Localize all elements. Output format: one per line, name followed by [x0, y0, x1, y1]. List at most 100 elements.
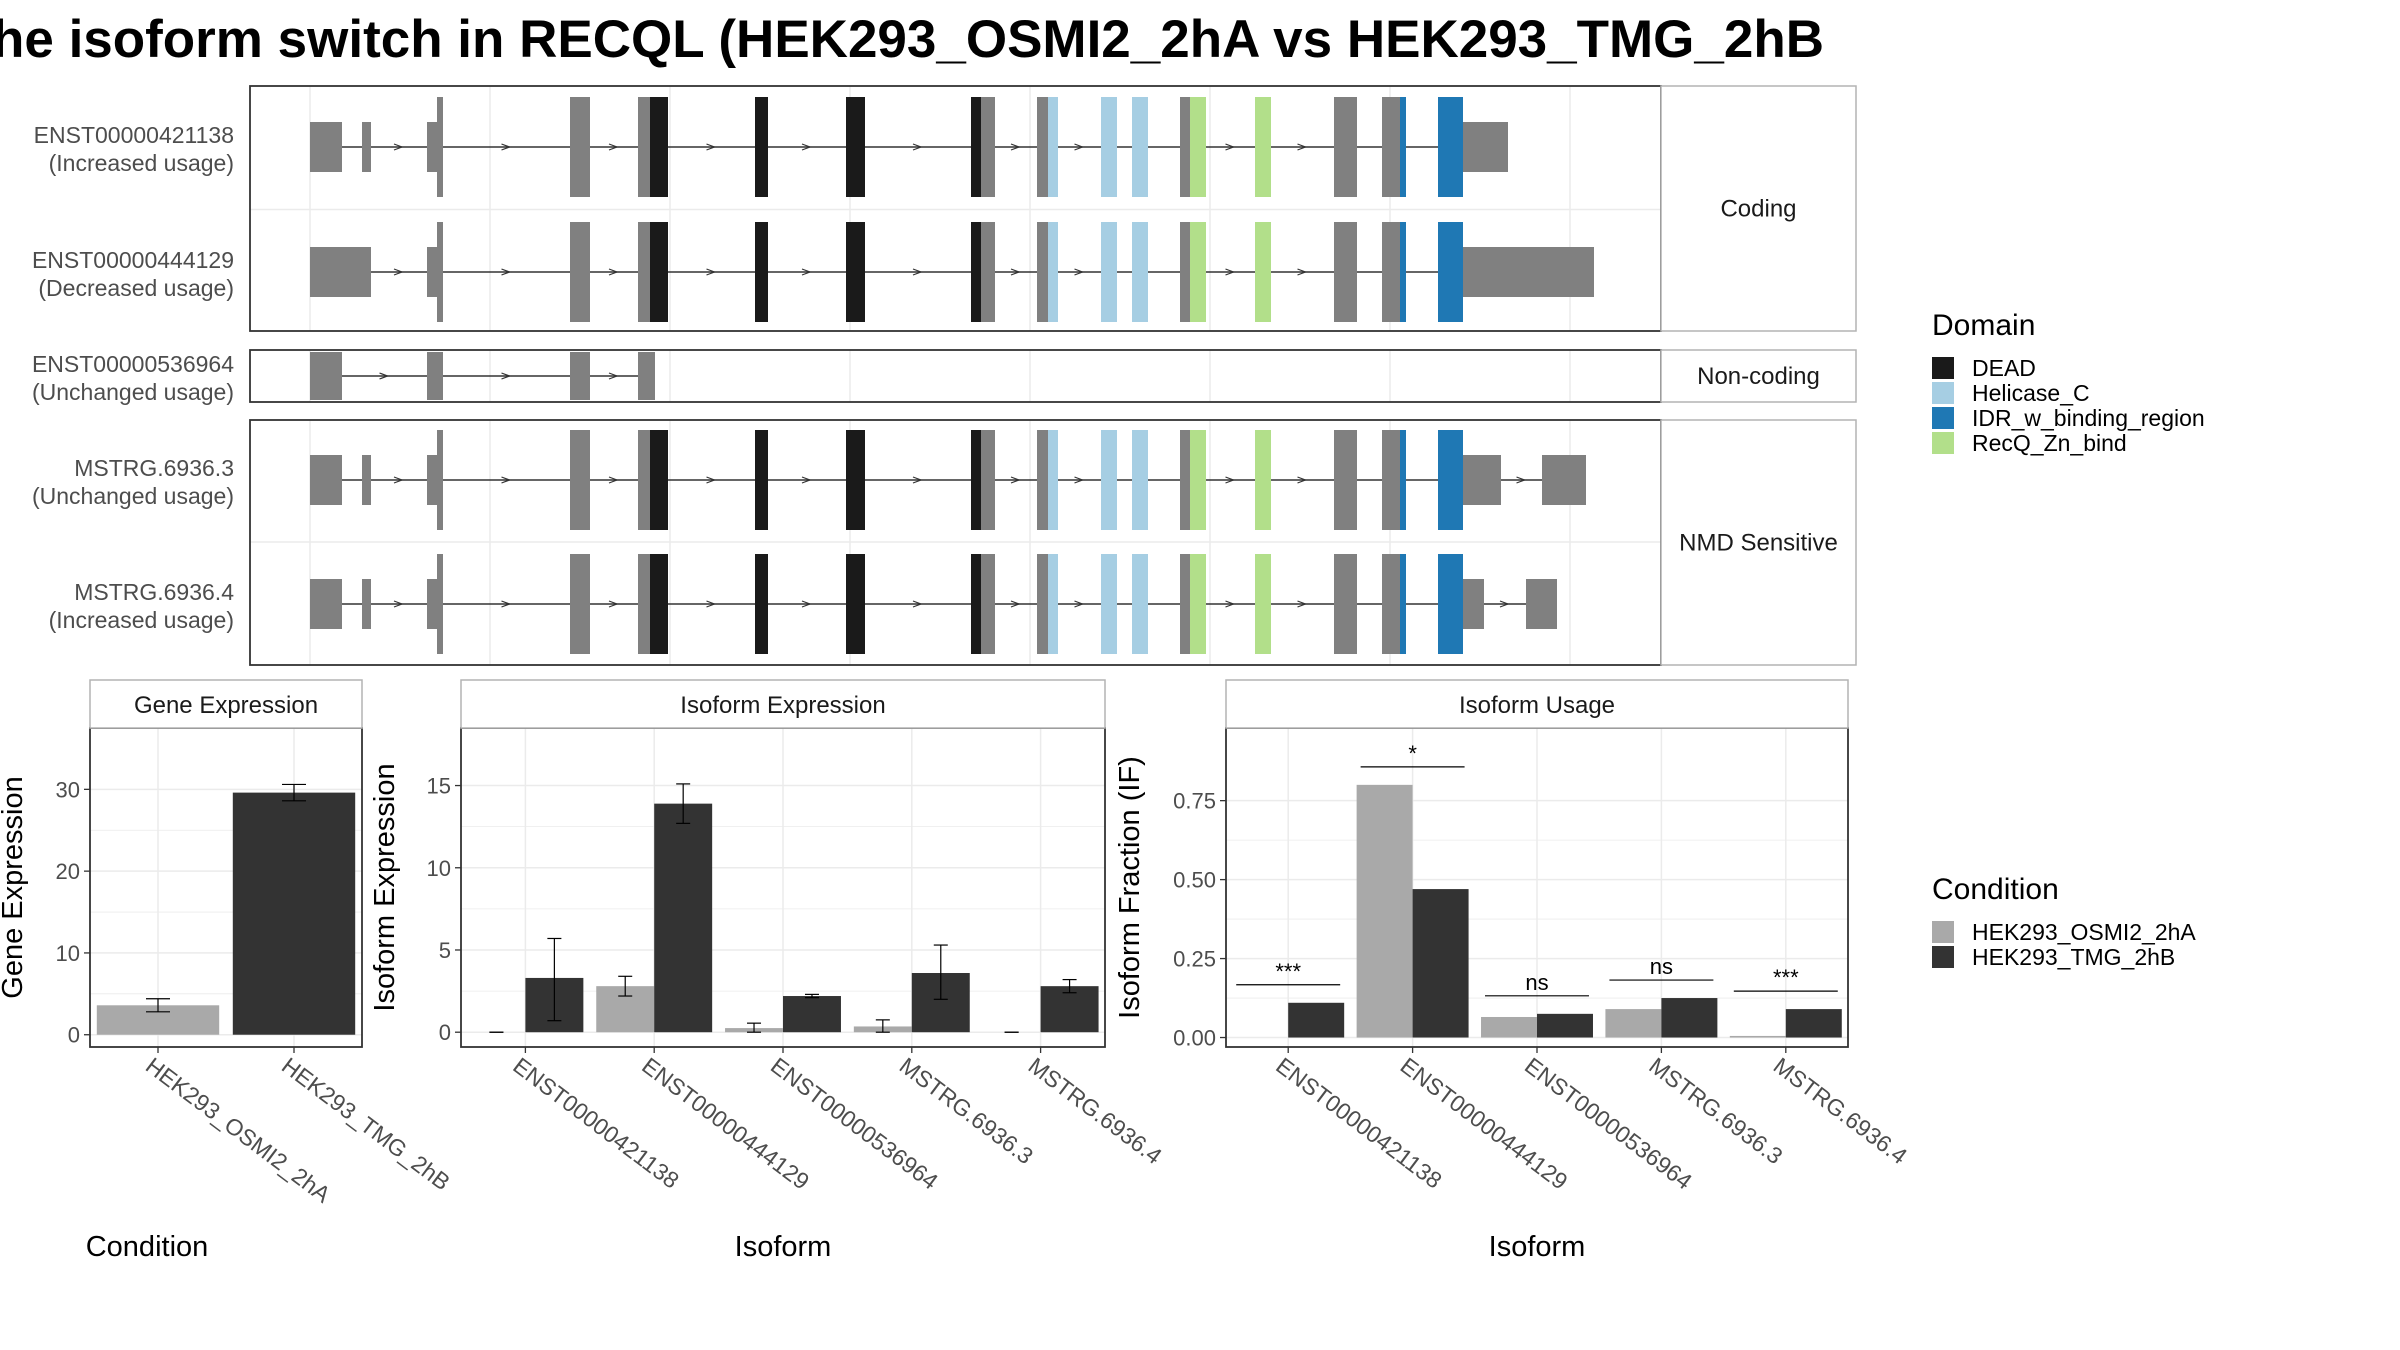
exon — [1180, 97, 1190, 197]
exon-domain-RecQ_Zn_bind — [1190, 97, 1206, 197]
exon-domain-DEAD — [846, 97, 865, 197]
direction-arrow — [801, 476, 812, 484]
transcript-usage-label: (Increased usage) — [49, 607, 234, 633]
facet-strip — [460, 679, 1106, 729]
direction-arrow — [501, 143, 512, 151]
direction-arrow — [1516, 476, 1527, 484]
y-tick-label: 20 — [56, 859, 80, 884]
direction-arrow — [608, 372, 619, 380]
exon — [1382, 430, 1400, 530]
exon — [981, 222, 995, 322]
exon — [310, 247, 371, 297]
y-tick-label: 5 — [439, 938, 451, 963]
transcript-id-label: ENST00000421138 — [34, 122, 234, 148]
facet-strip — [1660, 419, 1857, 666]
exon — [1526, 579, 1557, 629]
exon — [1542, 455, 1586, 505]
exon-domain-IDR_w_binding_region — [1438, 97, 1463, 197]
direction-arrow — [501, 268, 512, 276]
direction-arrow — [1225, 600, 1236, 608]
direction-arrow — [608, 143, 619, 151]
direction-arrow — [608, 476, 619, 484]
transcript-MSTRG.6936.4 — [310, 554, 1557, 654]
exon — [310, 122, 342, 172]
bar-chart-panels: Gene Expression0102030HEK293_OSMI2_2hAHE… — [0, 679, 1912, 1263]
exon-domain-DEAD — [971, 554, 981, 654]
panel-isoform_expression: Isoform Expression051015ENST00000421138E… — [369, 679, 1167, 1263]
exon-domain-DEAD — [650, 430, 668, 530]
legend-swatch — [1932, 946, 1954, 968]
transcript-usage-label: (Unchanged usage) — [32, 483, 234, 509]
x-axis-title: Isoform — [1489, 1231, 1586, 1263]
transcript-id-label: ENST00000444129 — [32, 247, 234, 273]
transcript-ENST00000444129 — [310, 222, 1594, 322]
exon — [1180, 222, 1190, 322]
exon-domain-DEAD — [846, 430, 865, 530]
exon — [570, 352, 590, 400]
transcript-usage-label: (Decreased usage) — [38, 275, 234, 301]
exon — [1382, 97, 1400, 197]
y-axis-title: Isoform Expression — [369, 763, 401, 1011]
facet-strip-label: Isoform Usage — [1459, 692, 1615, 719]
exon — [362, 122, 371, 172]
legend-label: Helicase_C — [1972, 380, 2090, 406]
exon — [1382, 554, 1400, 654]
direction-arrow — [1499, 600, 1510, 608]
y-tick-label: 15 — [427, 774, 451, 799]
transcript-id-label: ENST00000536964 — [32, 351, 234, 377]
transcript-ENST00000421138 — [310, 97, 1508, 197]
exon-domain-Helicase_C — [1132, 430, 1148, 530]
direction-arrow — [393, 476, 404, 484]
exon-domain-DEAD — [650, 554, 668, 654]
x-axis-title: Isoform — [735, 1231, 832, 1263]
exon — [437, 97, 443, 197]
exon-domain-Helicase_C — [1132, 97, 1148, 197]
direction-arrow — [801, 268, 812, 276]
direction-arrow — [393, 268, 404, 276]
exon — [427, 352, 443, 400]
direction-arrow — [912, 600, 923, 608]
exon — [1463, 455, 1501, 505]
exon-domain-DEAD — [846, 554, 865, 654]
legend-label: RecQ_Zn_bind — [1972, 430, 2127, 456]
exon — [1463, 247, 1594, 297]
exon-domain-DEAD — [650, 97, 668, 197]
facet-strip-label: NMD Sensitive — [1679, 530, 1838, 557]
bar — [1356, 784, 1413, 1038]
transcript-ENST00000536964 — [310, 352, 655, 400]
exon-domain-Helicase_C — [1101, 430, 1117, 530]
facet-strip — [89, 679, 363, 729]
direction-arrow — [1297, 600, 1308, 608]
x-tick-label: MSTRG.6936.4 — [1024, 1052, 1167, 1169]
exon-domain-RecQ_Zn_bind — [1190, 430, 1206, 530]
exon-domain-RecQ_Zn_bind — [1255, 554, 1271, 654]
exon — [570, 97, 590, 197]
transcript-usage-label: (Unchanged usage) — [32, 379, 234, 405]
exon — [638, 554, 650, 654]
bar — [1040, 986, 1099, 1033]
bar — [1537, 1013, 1593, 1038]
significance-label: ns — [1525, 970, 1548, 995]
exon-domain-Helicase_C — [1132, 222, 1148, 322]
y-axis-title: Isoform Fraction (IF) — [1114, 756, 1146, 1019]
facet-strip-label: Coding — [1720, 196, 1796, 223]
significance-label: *** — [1773, 965, 1799, 990]
exon-domain-DEAD — [971, 222, 981, 322]
exon — [1382, 222, 1400, 322]
figure-title: he isoform switch in RECQL (HEK293_OSMI2… — [0, 10, 1824, 69]
direction-arrow — [501, 372, 512, 380]
legend-label: IDR_w_binding_region — [1972, 405, 2205, 431]
direction-arrow — [608, 600, 619, 608]
exon — [310, 579, 342, 629]
exon — [638, 352, 655, 400]
direction-arrow — [393, 143, 404, 151]
exon — [638, 222, 650, 322]
bar — [1288, 1002, 1345, 1038]
direction-arrow — [1297, 268, 1308, 276]
exon — [638, 430, 650, 530]
direction-arrow — [608, 268, 619, 276]
y-axis-title: Gene Expression — [0, 776, 29, 998]
y-tick-label: 30 — [56, 777, 80, 802]
direction-arrow — [1297, 143, 1308, 151]
exon — [310, 352, 342, 400]
